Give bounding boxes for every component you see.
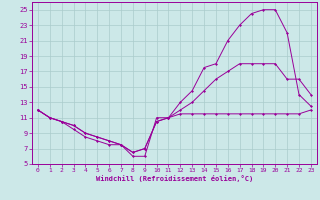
X-axis label: Windchill (Refroidissement éolien,°C): Windchill (Refroidissement éolien,°C) bbox=[96, 175, 253, 182]
